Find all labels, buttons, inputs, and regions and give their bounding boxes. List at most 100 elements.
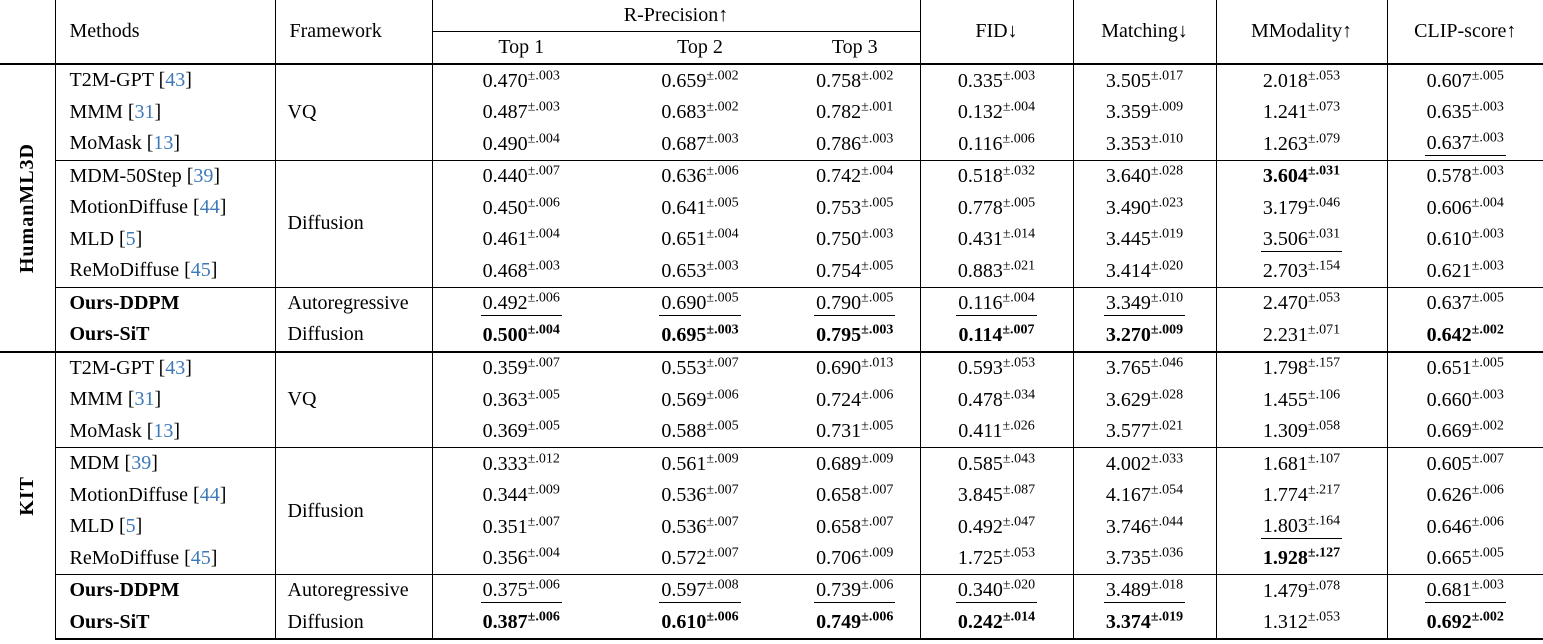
method-cell: MMM [31] [55, 96, 276, 128]
metric-value: 1.309±.058 [1262, 418, 1341, 443]
citation-link[interactable]: 31 [134, 388, 155, 411]
cell-clip-score: 0.660±.003 [1387, 384, 1543, 416]
framework-cell: Diffusion [275, 319, 433, 353]
metric-value: 0.610±.003 [1426, 226, 1504, 251]
citation-link[interactable]: 44 [199, 483, 220, 506]
cell-matching: 3.765±.046 [1073, 350, 1217, 384]
cell-matching: 3.374±.019 [1073, 606, 1217, 640]
cell-fid: 1.725±.053 [920, 542, 1074, 575]
metric-value: 0.333±.012 [482, 451, 560, 475]
cell-fid: 0.132±.004 [920, 96, 1074, 128]
cell-matching: 3.359±.009 [1073, 96, 1217, 128]
metric-value: 0.431±.014 [957, 226, 1036, 251]
method-name: MoMask [69, 419, 142, 442]
cell-top3: 0.790±.005 [790, 286, 921, 319]
cell-fid: 0.335±.003 [920, 63, 1074, 97]
cell-clip-score: 0.607±.005 [1387, 63, 1543, 97]
method-cell: MDM-50Step [39] [55, 159, 276, 192]
framework-cell: VQ [275, 350, 433, 448]
table-row: ReMoDiffuse [45] 0.468±.003 0.653±.003 0.75… [0, 255, 1543, 287]
metric-value: 0.597±.008 [659, 577, 741, 604]
cell-matching: 3.489±.018 [1073, 574, 1217, 607]
framework-cell: Autoregressive [275, 286, 433, 319]
citation-link[interactable]: 5 [125, 227, 136, 250]
dataset-label-cell: KIT [0, 350, 56, 639]
citation-link[interactable]: 39 [131, 452, 152, 475]
metric-value: 0.359±.007 [482, 355, 560, 380]
cell-top3: 0.689±.009 [790, 447, 921, 480]
metric-value: 0.536±.007 [661, 514, 739, 538]
metric-value: 1.928±.127 [1262, 545, 1341, 570]
metric-value: 1.774±.217 [1262, 482, 1341, 507]
method-cell: ReMoDiffuse [45] [55, 542, 276, 575]
metric-value: 0.731±.005 [816, 418, 894, 443]
citation-link[interactable]: 45 [190, 546, 211, 569]
cell-top3: 0.658±.007 [790, 511, 921, 543]
cell-top2: 0.695±.003 [610, 319, 790, 353]
metric-value: 0.636±.006 [661, 163, 739, 188]
metric-value: 0.478±.034 [957, 387, 1036, 411]
citation-link[interactable]: 13 [153, 419, 174, 442]
citation-link[interactable]: 43 [165, 69, 186, 92]
citation-link[interactable]: 31 [134, 100, 155, 123]
cell-mmodality: 1.774±.217 [1216, 479, 1388, 511]
table-row: MotionDiffuse [44] 0.344±.009 0.536±.007 0.… [0, 479, 1543, 512]
col-header-top2: Top 2 [677, 36, 723, 58]
cell-top1: 0.359±.007 [432, 350, 610, 384]
metric-value: 3.506±.031 [1260, 226, 1343, 252]
metric-value: 0.651±.005 [1426, 355, 1504, 380]
metric-value: 0.635±.003 [1426, 99, 1504, 124]
col-header-matching: Matching↓ [1073, 0, 1217, 64]
cell-top3: 0.731±.005 [790, 415, 921, 448]
dataset-label-cell: HumanML3D [0, 63, 56, 352]
cell-matching: 4.167±.054 [1073, 479, 1217, 511]
method-name: MMM [69, 388, 123, 411]
cell-top3: 0.758±.002 [790, 63, 921, 97]
citation-link[interactable]: 45 [190, 259, 211, 282]
col-header-top3: Top 3 [790, 31, 921, 64]
metric-value: 0.116±.004 [956, 290, 1037, 316]
metric-value: 0.363±.005 [482, 387, 560, 411]
metric-value: 0.786±.003 [816, 131, 894, 155]
citation-link[interactable]: 39 [193, 164, 214, 187]
metric-value: 0.610±.006 [661, 609, 739, 634]
citation-link[interactable]: 5 [125, 515, 136, 538]
metric-value: 2.703±.154 [1262, 258, 1341, 282]
cell-mmodality: 3.179±.046 [1216, 192, 1388, 224]
cell-top1: 0.468±.003 [432, 255, 610, 287]
cell-clip-score: 0.692±.002 [1387, 606, 1543, 640]
cell-top1: 0.344±.009 [432, 480, 610, 512]
citation-link[interactable]: 43 [165, 356, 186, 379]
cell-fid: 0.492±.047 [920, 511, 1074, 543]
cell-top3: 0.786±.003 [790, 128, 921, 160]
method-name: ReMoDiffuse [69, 259, 180, 282]
metric-value: 3.629±.028 [1105, 387, 1184, 411]
cell-top2: 0.561±.009 [610, 447, 790, 480]
table-row: MoMask [13] 0.369±.005 0.588±.005 0.731±.00… [0, 415, 1543, 448]
method-cell: Ours-DDPM [55, 574, 276, 607]
cell-matching: 3.629±.028 [1073, 384, 1217, 416]
metric-value: 1.798±.157 [1262, 355, 1341, 380]
method-name: Ours-DDPM [69, 291, 180, 314]
cell-top1: 0.490±.004 [432, 128, 610, 160]
cell-mmodality: 1.263±.079 [1216, 128, 1388, 160]
citation-link[interactable]: 13 [153, 132, 174, 155]
citation-link[interactable]: 44 [199, 196, 220, 219]
cell-fid: 0.478±.034 [920, 384, 1074, 416]
cell-mmodality: 1.479±.078 [1216, 574, 1388, 607]
cell-fid: 0.778±.005 [920, 192, 1074, 224]
cell-matching: 3.445±.019 [1073, 223, 1217, 255]
metric-value: 0.536±.007 [661, 482, 739, 507]
metric-value: 0.758±.002 [816, 68, 894, 92]
cell-fid: 0.883±.021 [920, 255, 1074, 287]
metric-value: 3.746±.044 [1105, 514, 1184, 538]
metric-value: 0.665±.005 [1426, 545, 1504, 570]
cell-top2: 0.536±.007 [610, 511, 790, 543]
metric-value: 0.572±.007 [661, 545, 739, 570]
method-name: MotionDiffuse [69, 196, 189, 219]
cell-top1: 0.375±.006 [432, 574, 610, 607]
metric-value: 0.637±.003 [1424, 130, 1506, 157]
metric-value: 0.683±.002 [661, 99, 739, 124]
cell-fid: 0.411±.026 [920, 415, 1074, 448]
